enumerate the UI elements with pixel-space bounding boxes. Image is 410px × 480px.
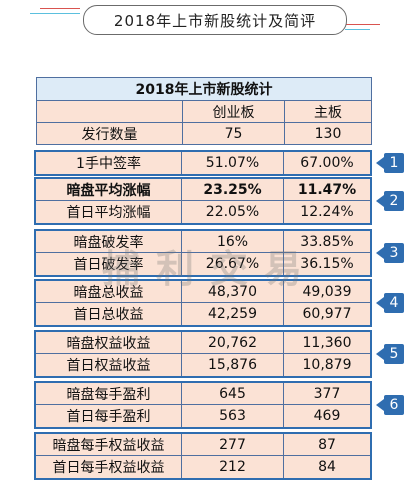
table-row: 暗盘平均涨幅 23.25% 11.47%	[36, 179, 370, 201]
table-row: 暗盘权益收益 20,762 11,360	[36, 332, 370, 354]
chinext-value: 16%	[182, 231, 284, 252]
row-label: 1手中签率	[36, 152, 182, 174]
main-value: 60,977	[302, 306, 352, 322]
badge-4: 4	[376, 293, 404, 313]
group-7: 暗盘每手权益收益 277 87 首日每手权益收益 212 84	[34, 432, 372, 480]
chinext-value: 645	[182, 383, 284, 404]
chinext-value: 277	[182, 434, 284, 455]
main-value: 11,360	[302, 334, 352, 351]
chinext-value: 51.07%	[182, 152, 284, 174]
main-value: 84	[318, 459, 336, 475]
badge-number: 3	[384, 243, 404, 263]
main-value: 377	[313, 385, 341, 402]
table-row: 首日每手盈利 563 469	[36, 405, 370, 427]
decor-line	[40, 8, 80, 9]
badge-2: 2	[376, 191, 404, 211]
main-value: 67.00%	[300, 155, 354, 171]
arrow-left-icon	[376, 157, 384, 169]
chinext-value: 75	[183, 123, 285, 144]
table-row: 首日平均涨幅 22.05% 12.24%	[36, 201, 370, 223]
group-2: 暗盘平均涨幅 23.25% 11.47% 首日平均涨幅 22.05% 12.24…	[34, 177, 372, 225]
chinext-value: 26.67%	[182, 253, 284, 275]
table-row: 暗盘总收益 48,370 49,039	[36, 281, 370, 303]
chinext-value: 42,259	[182, 303, 284, 325]
arrow-left-icon	[376, 247, 384, 259]
table-row: 暗盘每手权益收益 277 87	[36, 434, 370, 456]
badge-6: 6	[376, 395, 404, 415]
table-header-row: 创业板 主板	[36, 101, 372, 123]
group-6: 暗盘每手盈利 645 377 首日每手盈利 563 469	[34, 381, 372, 429]
badge-number: 4	[384, 293, 404, 313]
header-main: 主板	[314, 104, 342, 121]
badge-1: 1	[376, 153, 404, 173]
badge-number: 2	[384, 191, 404, 211]
chinext-value: 48,370	[182, 281, 284, 302]
chinext-value: 15,876	[182, 354, 284, 376]
main-value: 12.24%	[300, 204, 354, 220]
main-value: 469	[313, 408, 341, 424]
decor-line	[345, 24, 380, 25]
chinext-value: 23.25%	[182, 179, 284, 200]
row-label: 暗盘每手权益收益	[36, 434, 182, 455]
main-value: 33.85%	[300, 233, 354, 250]
badge-number: 1	[384, 153, 404, 173]
table-row: 暗盘每手盈利 645 377	[36, 383, 370, 405]
table-row: 首日权益收益 15,876 10,879	[36, 354, 370, 376]
arrow-left-icon	[376, 348, 384, 360]
header-chinext: 创业板	[183, 101, 285, 122]
row-label: 暗盘每手盈利	[36, 383, 182, 404]
table-title: 2018年上市新股统计	[36, 77, 372, 101]
chinext-value: 212	[182, 456, 284, 478]
row-label: 首日总收益	[36, 303, 182, 325]
decor-line	[30, 13, 80, 14]
row-label: 首日破发率	[36, 253, 182, 275]
row-label: 首日权益收益	[36, 354, 182, 376]
table-row: 首日破发率 26.67% 36.15%	[36, 253, 370, 275]
badge-5: 5	[376, 344, 404, 364]
group-1: 1手中签率 51.07% 67.00%	[34, 150, 372, 176]
main-value: 87	[318, 436, 336, 453]
row-label: 首日每手盈利	[36, 405, 182, 427]
arrow-left-icon	[376, 195, 384, 207]
row-label: 暗盘总收益	[36, 281, 182, 302]
chinext-value: 22.05%	[182, 201, 284, 223]
table-row: 暗盘破发率 16% 33.85%	[36, 231, 370, 253]
row-label: 暗盘平均涨幅	[36, 179, 182, 200]
badge-number: 5	[384, 344, 404, 364]
decor-line	[345, 29, 370, 30]
main-value: 11.47%	[297, 181, 357, 198]
table-row: 发行数量 75 130	[36, 123, 372, 145]
chinext-value: 20,762	[182, 332, 284, 353]
main-value: 49,039	[302, 283, 352, 300]
header-empty-cell	[37, 101, 183, 122]
row-label: 发行数量	[37, 123, 183, 144]
badge-number: 6	[384, 395, 404, 415]
row-label: 暗盘破发率	[36, 231, 182, 252]
badge-3: 3	[376, 243, 404, 263]
group-4: 暗盘总收益 48,370 49,039 首日总收益 42,259 60,977	[34, 279, 372, 327]
page-title: 2018年上市新股统计及简评	[83, 5, 347, 35]
arrow-left-icon	[376, 399, 384, 411]
row-label: 暗盘权益收益	[36, 332, 182, 353]
row-label: 首日每手权益收益	[36, 456, 182, 478]
table-row: 1手中签率 51.07% 67.00%	[36, 152, 370, 174]
chinext-value: 563	[182, 405, 284, 427]
table-row: 首日每手权益收益 212 84	[36, 456, 370, 478]
row-label: 首日平均涨幅	[36, 201, 182, 223]
group-5: 暗盘权益收益 20,762 11,360 首日权益收益 15,876 10,87…	[34, 330, 372, 378]
arrow-left-icon	[376, 297, 384, 309]
main-value: 10,879	[302, 357, 352, 373]
group-3: 暗盘破发率 16% 33.85% 首日破发率 26.67% 36.15%	[34, 229, 372, 277]
main-value: 130	[314, 125, 342, 142]
main-value: 36.15%	[300, 256, 354, 272]
table-row: 首日总收益 42,259 60,977	[36, 303, 370, 325]
